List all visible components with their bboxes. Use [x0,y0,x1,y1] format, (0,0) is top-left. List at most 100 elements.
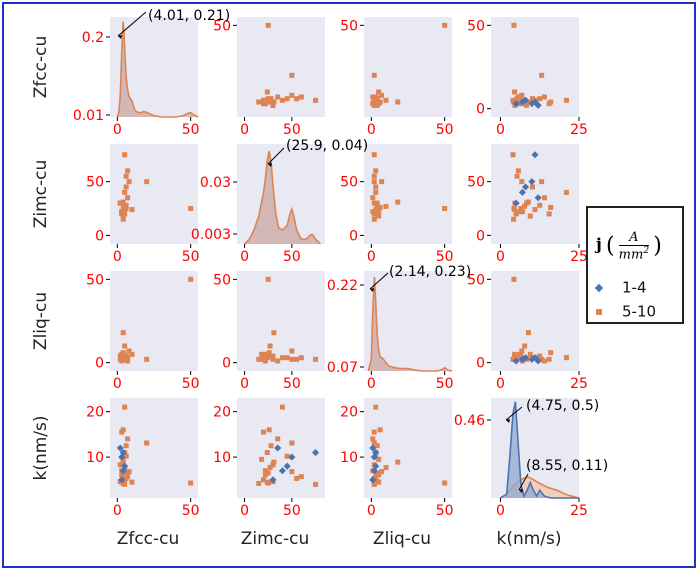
point-r3c2-10 [377,427,383,433]
point-r2c1-13 [294,356,300,362]
point-r2c1-11 [279,355,285,361]
point-r3c1-7 [268,443,274,449]
xtick-label-r2c0-1: 50 [182,376,200,392]
point-r3c1-16 [267,465,273,471]
ytick-label-r1c2-0: 50 [340,175,358,191]
point-r0c3-7 [537,96,543,102]
point-r1c3-1 [513,211,519,217]
xtick-label-r3c1-1: 50 [283,503,301,519]
annotation-arrowhead-0 [118,35,122,39]
point-blue-r3c2-0 [369,476,377,484]
point-r0c1-8 [275,94,281,100]
point-r0c1-21 [264,89,270,95]
ytick-label-r3c2-1: 10 [340,450,358,466]
point-blue-r1c3-2 [522,183,530,191]
y-axis-label-3: k(nm/s) [31,415,51,480]
legend-title: j ( A mm2 ) [596,230,662,263]
point-r2c3-21 [512,351,518,357]
point-r2c3-15 [517,351,523,357]
point-r1c0-13 [123,173,129,179]
point-blue-r3c1-4 [274,444,282,452]
point-r1c0-22 [125,168,131,174]
point-r2c3-19 [539,356,545,362]
point-blue-r1c3-3 [528,178,536,186]
xtick-label-r2c3-1: 25 [570,376,588,392]
ytick-label-r2c2-0: 0.22 [327,278,358,294]
point-r3c1-5 [259,456,265,462]
point-r0c3-4 [524,102,530,108]
point-r1c3-5 [527,213,533,219]
point-r2c1-5 [259,351,265,357]
xtick-label-r0c1-0: 0 [240,122,249,138]
xtick-label-r3c2-1: 50 [436,503,454,519]
annotation-arrow-1 [267,147,285,165]
point-r3c2-12 [379,469,385,475]
point-r0c1-0 [256,99,262,105]
point-r1c2-5 [376,213,382,219]
point-r2c3-22 [515,355,521,361]
point-r2c0-12 [126,348,132,354]
point-blue-r0c3-2 [522,96,530,104]
point-r3c1-2 [265,470,271,476]
point-r2c3-17 [525,330,531,336]
point-r3c1-0 [256,480,262,486]
point-r2c3-23 [510,356,516,362]
point-r1c2-6 [373,207,379,213]
point-blue-r1c3-5 [531,151,539,159]
annotation-4: (8.55, 0.11) [526,458,608,474]
point-r2c0-16 [122,343,128,349]
point-r3c1-9 [260,429,266,435]
point-r2c0-23 [122,356,128,362]
point-r3c1-4 [270,462,276,468]
point-r1c2-8 [370,195,376,201]
point-blue-r3c1-3 [288,453,296,461]
point-r1c0-15 [119,209,125,215]
point-r1c2-21 [376,207,382,213]
xtick-label-r0c0-1: 50 [182,122,200,138]
point-r2c0-15 [119,351,125,357]
point-r0c3-20 [511,22,517,28]
point-r2c1-20 [265,276,271,282]
point-r1c3-16 [522,203,528,209]
point-r0c2-22 [373,94,379,100]
point-r2c3-10 [548,350,554,356]
point-r3c1-23 [313,481,319,487]
point-r3c0-22 [125,474,131,480]
legend-item-1-4: 1-4 [594,278,647,297]
point-r3c0-5 [120,456,126,462]
point-r1c0-16 [122,203,128,209]
point-r2c0-19 [144,356,150,362]
point-r3c0-2 [123,470,129,476]
ytick-label-r1c2-1: 0 [349,228,358,244]
xtick-label-r3c0-0: 0 [113,503,122,519]
point-r0c3-18 [529,96,535,102]
point-r1c3-19 [539,179,545,185]
point-r3c1-21 [264,479,270,485]
ytick-label-r3c2-0: 20 [340,405,358,421]
point-r1c0-23 [122,152,128,158]
point-blue-r1c3-0 [512,199,520,207]
point-r2c0-9 [119,356,125,362]
point-r0c2-19 [371,72,377,78]
density-zliq-line [367,277,453,372]
point-r3c0-11 [122,404,128,410]
point-r0c2-16 [383,97,389,103]
point-r1c3-18 [529,184,535,190]
point-r2c3-16 [522,343,528,349]
point-r3c0-8 [125,436,131,442]
point-r3c1-15 [262,472,268,478]
point-r0c3-11 [563,97,569,103]
y-axis-label-0: Zfcc-cu [31,36,51,99]
point-r0c2-23 [371,97,377,103]
ytick-label-r0c0-0: 0.2 [82,30,104,46]
point-r0c1-12 [289,92,295,98]
point-blue-r2c3-5 [531,354,539,362]
point-r0c1-18 [284,96,290,102]
ytick-label-r1c0-1: 0 [95,228,104,244]
point-r3c0-21 [129,479,135,485]
point-blue-r0c3-5 [531,98,539,106]
point-r1c2-9 [371,211,377,217]
annotation-arrow-4 [518,473,529,491]
point-r2c1-23 [313,356,319,362]
